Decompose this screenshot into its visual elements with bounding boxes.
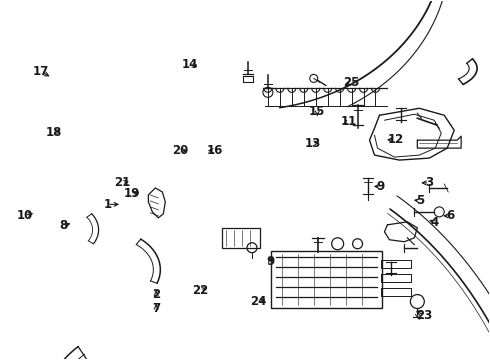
Text: 1: 1 bbox=[103, 198, 111, 211]
Text: 7: 7 bbox=[152, 302, 160, 315]
FancyBboxPatch shape bbox=[271, 251, 383, 307]
Text: 3: 3 bbox=[425, 176, 434, 189]
Text: 10: 10 bbox=[16, 209, 32, 222]
Text: 24: 24 bbox=[250, 295, 267, 308]
Text: 21: 21 bbox=[114, 176, 130, 189]
Text: 12: 12 bbox=[387, 133, 403, 146]
Text: 4: 4 bbox=[430, 216, 439, 229]
Text: 5: 5 bbox=[416, 194, 424, 207]
Text: 17: 17 bbox=[33, 65, 49, 78]
Text: 25: 25 bbox=[343, 76, 360, 89]
Text: 19: 19 bbox=[123, 187, 140, 200]
Text: 2: 2 bbox=[152, 288, 160, 301]
Text: 16: 16 bbox=[207, 144, 223, 157]
Bar bbox=[222, 228, 260, 248]
Text: 9: 9 bbox=[266, 255, 274, 268]
Text: 9: 9 bbox=[377, 180, 385, 193]
Text: 15: 15 bbox=[309, 105, 325, 118]
Text: 20: 20 bbox=[172, 144, 189, 157]
Text: 14: 14 bbox=[182, 58, 198, 71]
Text: 11: 11 bbox=[341, 116, 357, 129]
Text: 23: 23 bbox=[416, 309, 433, 322]
Text: 8: 8 bbox=[59, 219, 68, 233]
Text: 22: 22 bbox=[192, 284, 208, 297]
Text: 6: 6 bbox=[446, 210, 454, 222]
Text: 13: 13 bbox=[304, 137, 320, 150]
Text: 18: 18 bbox=[46, 126, 62, 139]
